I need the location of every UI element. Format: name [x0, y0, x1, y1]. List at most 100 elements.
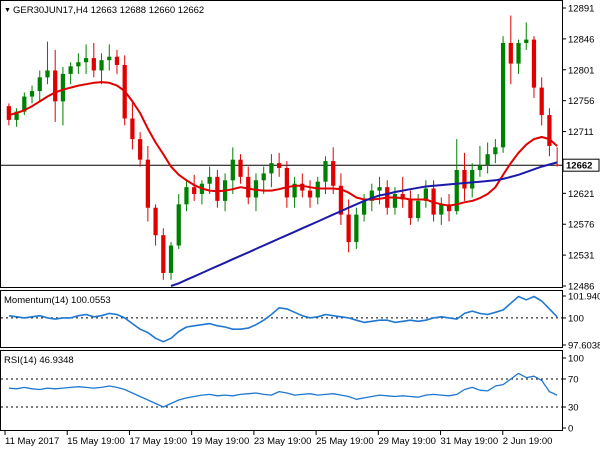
x-tick-label: 25 May 19:00	[316, 436, 374, 447]
momentum-line	[8, 295, 558, 343]
candle	[423, 180, 428, 208]
candle-body	[68, 66, 73, 74]
rsi-pane-header: RSI(14) 46.9348	[4, 355, 74, 366]
rsi-y-tick-label: 30	[568, 403, 579, 414]
candle	[508, 15, 513, 85]
current-price-label: 12662	[566, 161, 592, 172]
candle	[454, 139, 459, 215]
candle-body	[408, 199, 413, 219]
candle-body	[423, 188, 428, 201]
candle	[408, 190, 413, 225]
candle-body	[253, 180, 259, 198]
candle	[91, 43, 96, 78]
candle	[246, 166, 251, 205]
candle	[439, 197, 444, 225]
price-pane	[0, 0, 563, 288]
slow-moving-average-line	[170, 161, 558, 287]
candle	[277, 152, 282, 177]
candle-body	[207, 176, 212, 184]
rsi-y-tick-label: 70	[568, 375, 579, 386]
candle-body	[261, 173, 266, 181]
candle-body	[346, 214, 351, 243]
x-tick-label: 15 May 19:00	[67, 436, 125, 447]
x-tick-label: 29 May 19:00	[378, 436, 436, 447]
candle-body	[114, 56, 120, 65]
candle-body	[161, 235, 166, 273]
candle-body	[439, 204, 444, 215]
candle	[53, 49, 58, 122]
candle	[315, 176, 320, 205]
candle-body	[215, 176, 220, 201]
candle-body	[176, 204, 181, 246]
price-pane-header: GER30JUN17,H4 12663 12688 12660 12662	[13, 5, 204, 16]
candle	[446, 194, 452, 222]
candle-body	[531, 39, 537, 88]
rsi-line	[8, 372, 558, 408]
candle	[539, 77, 544, 126]
candle-body	[524, 39, 529, 44]
candle	[238, 154, 243, 184]
candle-body	[246, 176, 251, 198]
candle	[400, 176, 405, 208]
candle	[331, 147, 336, 195]
candle	[114, 49, 120, 74]
candle-body	[338, 185, 344, 215]
momentum-pane-header: Momentum(14) 100.0553	[4, 295, 111, 306]
candle	[68, 62, 73, 85]
candle	[338, 173, 344, 225]
candle	[83, 44, 89, 74]
price-y-tick-label: 12711	[568, 127, 594, 138]
candle-body	[284, 167, 289, 198]
candle-body	[238, 159, 243, 177]
candle-body	[485, 154, 490, 166]
candle-body	[392, 194, 398, 208]
candle-body	[315, 181, 320, 198]
momentum-y-tick-label: 97.6038	[568, 341, 600, 352]
candle	[153, 204, 158, 246]
candle	[485, 142, 490, 174]
candle	[138, 132, 143, 167]
candle	[269, 154, 274, 188]
candle	[130, 101, 135, 150]
candle-body	[493, 147, 498, 155]
candle	[14, 108, 19, 127]
candle-body	[547, 115, 552, 146]
candle-body	[6, 106, 11, 120]
candle-body	[462, 169, 467, 189]
price-y-tick-label: 12621	[568, 189, 594, 200]
candle-body	[60, 73, 66, 102]
candle-body	[99, 60, 104, 71]
candle	[261, 166, 266, 195]
candle-body	[516, 43, 521, 64]
candle-body	[470, 169, 475, 189]
candle	[477, 145, 483, 177]
candle	[184, 180, 189, 212]
candle	[354, 207, 359, 249]
momentum-pane	[0, 290, 563, 348]
rsi-y-tick-label: 100	[568, 354, 584, 365]
candle	[470, 163, 475, 198]
candle	[284, 161, 289, 208]
candle-body	[292, 183, 297, 198]
candle-body	[400, 194, 405, 200]
candle-body	[14, 111, 19, 120]
x-tick-label: 23 May 19:00	[254, 436, 312, 447]
candle-body	[477, 165, 483, 170]
candle-body	[377, 187, 382, 191]
candle-body	[107, 56, 112, 61]
candle-body	[331, 161, 336, 186]
candle	[168, 242, 174, 280]
candle-body	[416, 200, 421, 219]
x-tick-label: 19 May 19:00	[192, 436, 250, 447]
candle	[500, 36, 506, 153]
candle	[145, 145, 150, 222]
candle	[531, 36, 537, 98]
candle	[207, 166, 212, 195]
candle-body	[53, 70, 58, 102]
price-y-tick-label: 12486	[568, 282, 594, 293]
candle	[253, 173, 259, 212]
price-y-tick-label: 12846	[568, 34, 594, 45]
price-y-tick-label: 12891	[568, 4, 594, 15]
price-y-tick-label: 12801	[568, 65, 594, 76]
